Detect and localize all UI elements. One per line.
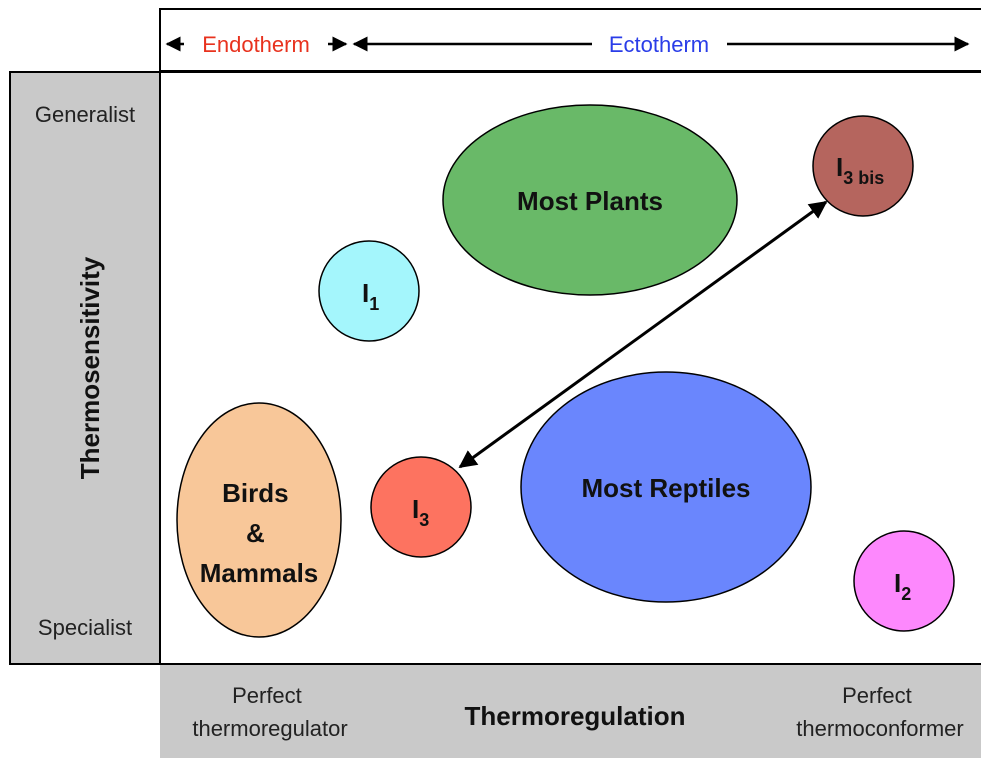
- x-axis-title: Thermoregulation: [464, 701, 685, 731]
- y-panel: [9, 71, 161, 665]
- i3-circle: [370, 456, 472, 558]
- x-left-label: Perfect thermoregulator: [192, 683, 347, 741]
- endotherm-label: Endotherm: [202, 32, 310, 57]
- node-label: I2: [894, 568, 911, 604]
- x-panel: [160, 665, 981, 758]
- node-label: I3: [412, 494, 429, 530]
- i1-circle: [318, 240, 420, 342]
- top-band: [159, 8, 981, 72]
- i2-circle: [853, 530, 955, 632]
- birds-ellipse: [176, 402, 342, 638]
- i3bis-circle: [812, 115, 914, 217]
- node-label: Birds & Mammals: [200, 478, 319, 588]
- double-arrow: [458, 200, 828, 469]
- y-top-label: Generalist: [35, 102, 135, 127]
- node-label: Most Reptiles: [581, 473, 750, 503]
- ectotherm-label: Ectotherm: [609, 32, 709, 57]
- y-bottom-label: Specialist: [38, 615, 132, 640]
- node-label: I3 bis: [836, 152, 884, 188]
- x-right-label: Perfect thermoconformer: [796, 683, 964, 741]
- node-label: I1: [362, 278, 379, 314]
- y-axis-title: Thermosensitivity: [75, 256, 105, 479]
- node-label: Most Plants: [517, 186, 663, 216]
